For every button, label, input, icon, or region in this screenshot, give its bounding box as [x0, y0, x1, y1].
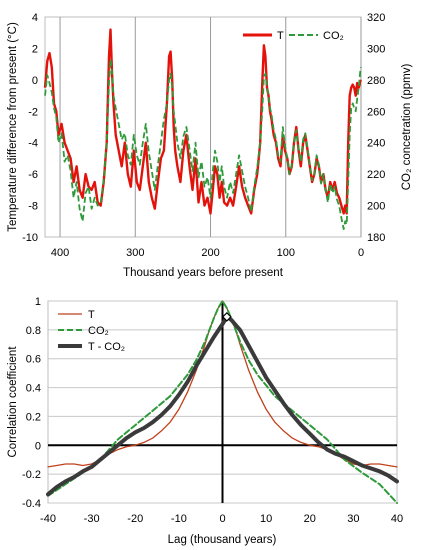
chart2-annotations [222, 312, 232, 322]
chart2-y-tick-label: 0 [35, 440, 41, 452]
chart2-x-tick-label: 0 [219, 513, 225, 525]
chart1-y2-tick-label: 320 [367, 12, 385, 24]
chart2-y-tick-label: -0.2 [22, 469, 41, 481]
temperature-co2-chart: 400 300 200 100 0 -10 -8 -6 -4 -2 0 2 4 180 200 220 24… [7, 12, 413, 279]
chart2-peak-diamond-marker [222, 312, 232, 322]
chart1-gridlines [59, 17, 362, 237]
chart1-y2-ticks: 180 200 220 240 260 280 300 320 [367, 12, 385, 244]
chart2-y-tick-label: 1 [35, 296, 41, 308]
chart1-x-axis-label: Thousand years before present [123, 267, 284, 279]
chart2-series-tco2-line [46, 314, 399, 497]
chart2-y-tick-label: 0.6 [26, 354, 41, 366]
chart1-y2-tick-label: 280 [367, 75, 385, 87]
chart2-x-tick-label: 10 [260, 513, 272, 525]
chart1-y2-tick-label: 200 [367, 201, 385, 213]
chart1-y2-axis-label: CO₂ concetration (ppmv) [401, 64, 413, 191]
legend-co2-label: CO₂ [323, 30, 344, 42]
chart1-y2-tick-label: 300 [367, 43, 385, 55]
chart1-series-co2-line [44, 58, 362, 230]
chart1-y-tick-label: -10 [22, 232, 38, 244]
chart1-legend: T CO₂ [243, 30, 344, 42]
chart1-x-tick-label: 300 [126, 247, 144, 259]
chart2-x-tick-label: -20 [127, 513, 143, 525]
chart1-y-ticks: -10 -8 -6 -4 -2 0 2 4 [22, 12, 38, 244]
chart1-x-tick-label: 0 [358, 247, 364, 259]
correlation-lag-chart: -40 -30 -20 -10 0 10 20 30 40 -0.4 -0.2 0 0.2 0.4 0.6… [7, 296, 403, 546]
chart1-x-tick-label: 400 [51, 247, 69, 259]
chart2-series-co2-line [47, 300, 398, 504]
chart1-y-tick-label: -8 [28, 201, 38, 213]
chart1-x-tick-label: 200 [201, 247, 219, 259]
legend2-tco2-label: T - CO₂ [88, 341, 125, 353]
chart2-x-tick-label: 40 [391, 513, 403, 525]
chart1-y-tick-label: -4 [28, 138, 38, 150]
chart1-y2-tick-label: 260 [367, 106, 385, 118]
chart2-zero-axes [48, 301, 397, 503]
chart1-y2-tick-label: 240 [367, 138, 385, 150]
chart1-y-tick-label: 2 [32, 43, 38, 55]
chart2-y-tick-label: 0.2 [26, 411, 41, 423]
legend2-co2-label: CO₂ [88, 325, 109, 337]
chart2-legend: T CO₂ T - CO₂ [58, 309, 125, 353]
chart2-y-tick-label: -0.4 [22, 498, 41, 510]
chart2-x-tick-label: -40 [40, 513, 56, 525]
chart1-y-axis-label: Temperature difference from present (°C) [7, 22, 19, 232]
chart1-y-tick-label: -6 [28, 169, 38, 181]
chart1-y2-tick-label: 220 [367, 169, 385, 181]
chart2-x-tick-label: -10 [171, 513, 187, 525]
chart1-y-tick-label: 4 [32, 12, 38, 24]
chart2-series [46, 300, 399, 504]
chart2-y-axis-label: Correlation coefficient [7, 346, 19, 458]
chart1-y2-tick-label: 180 [367, 232, 385, 244]
chart2-x-tick-label: -30 [84, 513, 100, 525]
chart2-x-axis-label: Lag (thousand years) [168, 534, 277, 546]
chart2-y-tick-label: 0.8 [26, 325, 41, 337]
legend-t-label: T [277, 30, 284, 42]
chart1-plot-area [44, 16, 362, 238]
legend2-t-label: T [88, 309, 95, 321]
chart2-y-tick-label: 0.4 [26, 383, 41, 395]
chart2-x-tick-label: 30 [347, 513, 359, 525]
chart1-y-tick-label: -2 [28, 106, 38, 118]
chart2-x-ticks: -40 -30 -20 -10 0 10 20 30 40 [40, 513, 403, 525]
chart1-series [43, 28, 363, 230]
chart1-x-tick-label: 100 [277, 247, 295, 259]
chart1-y-tick-label: 0 [32, 75, 38, 87]
chart2-y-ticks: -0.4 -0.2 0 0.2 0.4 0.6 0.8 1 [22, 296, 41, 510]
chart1-x-ticks: 400 300 200 100 0 [51, 247, 364, 259]
chart2-x-tick-label: 20 [304, 513, 316, 525]
